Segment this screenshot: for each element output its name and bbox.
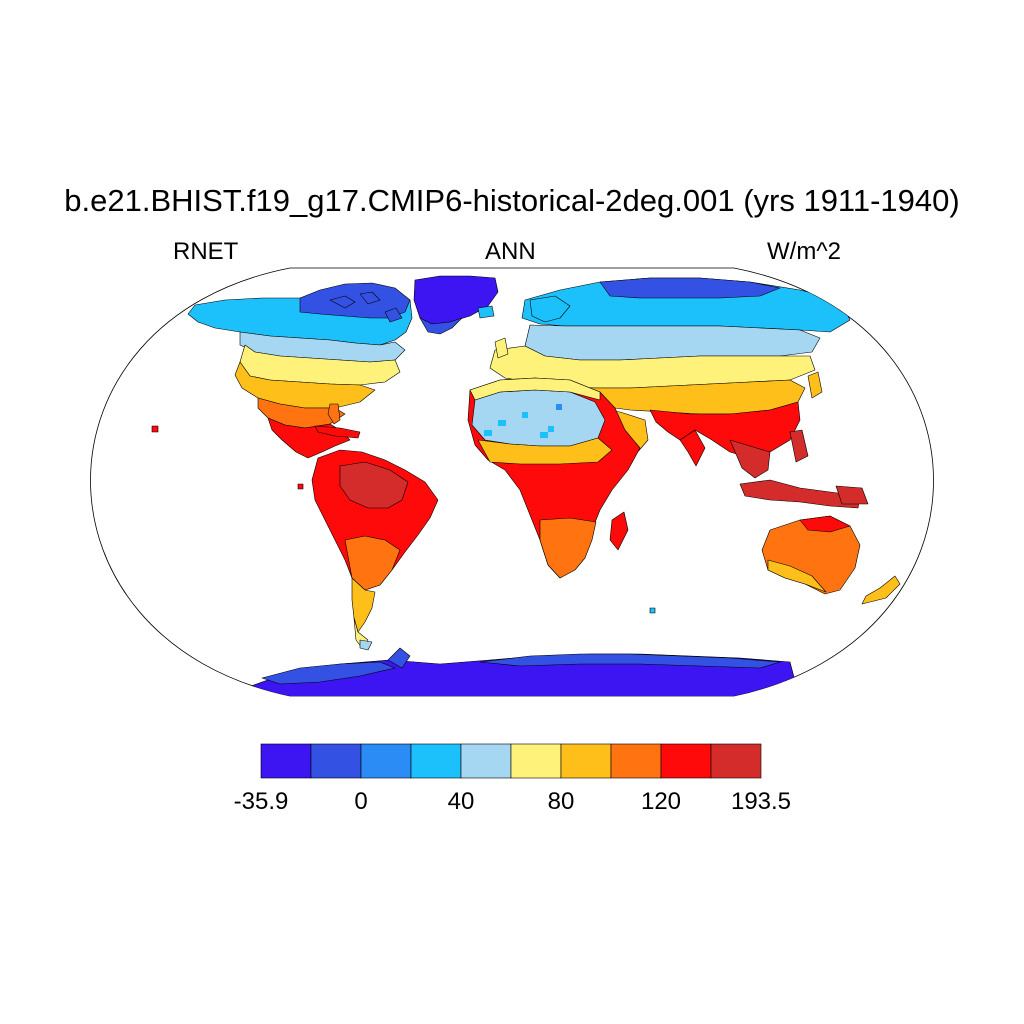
russia-light xyxy=(524,324,821,361)
scandinavia xyxy=(529,295,571,323)
colorbar-swatch xyxy=(460,743,512,779)
colorbar-swatch xyxy=(560,743,612,779)
amazon-dark xyxy=(339,461,409,509)
caribbean xyxy=(314,425,361,439)
colorbar-swatch xyxy=(260,743,312,779)
colorbar-swatch xyxy=(310,743,362,779)
tierra-del-fuego xyxy=(359,639,373,651)
madagascar xyxy=(609,511,629,551)
sahara-blue-spots xyxy=(484,404,562,438)
north-africa-yellow xyxy=(469,377,601,401)
colorbar-swatch xyxy=(660,743,712,779)
colorbar xyxy=(260,743,762,779)
iceland xyxy=(477,305,495,319)
variable-label: RNET xyxy=(173,238,239,265)
na-us-orange xyxy=(234,361,376,409)
antarctic-peninsula xyxy=(387,647,411,669)
north-america xyxy=(187,275,499,459)
sahel-orange xyxy=(477,437,613,465)
colorbar-tick-label: 40 xyxy=(447,788,475,815)
siberia-north xyxy=(599,277,781,299)
antarctica-coast xyxy=(261,661,396,685)
africa xyxy=(467,377,641,579)
colorbar-tick-label: -35.9 xyxy=(233,788,289,815)
se-asia-dark xyxy=(729,439,771,479)
greenland-south xyxy=(419,317,463,335)
uk xyxy=(494,337,509,359)
colorbar-swatch xyxy=(710,743,762,779)
southern-africa xyxy=(539,517,597,579)
units-label: W/m^2 xyxy=(767,238,841,265)
australia-south xyxy=(767,559,827,593)
colorbar-tick-label: 193.5 xyxy=(730,788,792,815)
sahara xyxy=(471,389,606,447)
map-outline xyxy=(90,267,934,697)
colorbar-tick-label: 120 xyxy=(640,788,682,815)
indonesia xyxy=(739,479,861,509)
colorbar-swatch xyxy=(610,743,662,779)
colorbar-swatch xyxy=(360,743,412,779)
colorbar-tick-label: 0 xyxy=(354,788,368,815)
canadian-islands xyxy=(329,291,403,323)
australia-north xyxy=(799,515,851,533)
india-tip xyxy=(679,429,706,467)
florida xyxy=(327,403,341,425)
colorbar-tick-label: 80 xyxy=(547,788,575,815)
sa-south xyxy=(351,577,376,633)
oceania xyxy=(739,429,901,605)
japan xyxy=(807,371,823,399)
colorbar-swatch xyxy=(510,743,562,779)
na-far-north xyxy=(299,282,411,319)
eurasia xyxy=(477,277,851,479)
season-label: ANN xyxy=(485,238,536,265)
colorbar-swatch xyxy=(410,743,462,779)
small-islands xyxy=(151,425,656,614)
south-america xyxy=(311,449,439,651)
new-guinea xyxy=(835,485,869,505)
new-zealand xyxy=(861,575,901,605)
plot-title: b.e21.BHIST.f19_g17.CMIP6-historical-2de… xyxy=(64,183,960,218)
philippines xyxy=(789,429,809,463)
east-antarctica-coast xyxy=(479,653,781,669)
